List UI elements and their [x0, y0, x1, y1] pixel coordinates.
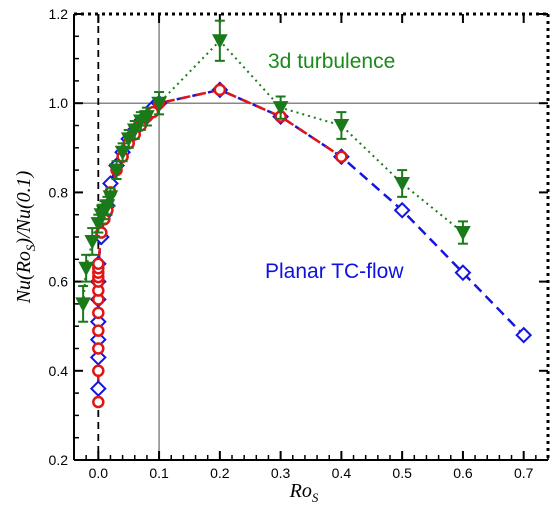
- circle-point: [92, 395, 105, 409]
- annotation-3d-turbulence: 3d turbulence: [268, 50, 395, 73]
- triangle-point: [139, 110, 155, 125]
- diamond-point: [393, 201, 411, 219]
- svg-text:Nu(RoS)/Nu(0.1): Nu(RoS)/Nu(0.1): [13, 170, 38, 304]
- y-tick-label: 0.2: [49, 452, 69, 468]
- x-tick-label: 0.4: [332, 465, 352, 481]
- triangle-point: [212, 34, 228, 49]
- circle-point: [92, 342, 105, 355]
- axis-ticks: [74, 13, 549, 461]
- x-tick-label: 0.5: [392, 465, 412, 481]
- x-tick-label: 0.1: [149, 465, 169, 481]
- x-tick-label: 0.7: [514, 465, 534, 481]
- series-1-line: [97, 88, 525, 389]
- circle-point: [92, 257, 105, 271]
- series-markers: [75, 19, 533, 409]
- diamond-point: [515, 326, 533, 344]
- triangle-point: [151, 96, 167, 112]
- circle-point: [335, 150, 348, 163]
- triangle-point: [455, 226, 471, 241]
- circle-point: [213, 83, 227, 97]
- reference-lines: [74, 14, 548, 460]
- triangle-point: [394, 176, 410, 192]
- annotation-planar-tc-flow: Planar TC-flow: [265, 260, 404, 283]
- triangle-point: [102, 190, 119, 205]
- triangle-point: [108, 163, 125, 179]
- triangle-point: [75, 297, 91, 312]
- series-lines: [82, 39, 525, 403]
- triangle-point: [84, 234, 101, 250]
- circle-point: [92, 306, 105, 320]
- triangle-point: [272, 101, 289, 116]
- y-tick-label: 0.8: [49, 184, 69, 200]
- x-axis-title: RoS: [289, 480, 319, 505]
- plot-frame: [73, 12, 550, 461]
- x-tick-label: 0.2: [210, 465, 230, 481]
- diamond-point: [454, 264, 472, 282]
- y-tick-label: 0.6: [49, 274, 69, 290]
- y-tick-label: 1.0: [49, 95, 69, 111]
- x-tick-label: 0.6: [453, 465, 473, 481]
- diamond-point: [89, 349, 107, 366]
- triangle-point: [114, 145, 131, 161]
- x-tick-label: 0.0: [89, 465, 109, 481]
- tick-labels: 0.0 0.1 0.2 0.3 0.4 0.5 0.6 0.7 0.2 0.4 0.6 0.8 1.0 1…: [49, 6, 534, 481]
- triangle-point: [333, 119, 350, 134]
- circle-point: [92, 324, 105, 337]
- y-tick-label: 1.2: [49, 6, 69, 22]
- diamond-point: [89, 380, 107, 398]
- triangle-point: [78, 261, 94, 277]
- circle-point: [92, 364, 105, 378]
- svg-text:RoS: RoS: [289, 480, 319, 505]
- y-axis-title: Nu(RoS)/Nu(0.1): [13, 170, 38, 304]
- x-tick-label: 0.3: [271, 465, 291, 481]
- y-tick-label: 0.4: [49, 363, 69, 379]
